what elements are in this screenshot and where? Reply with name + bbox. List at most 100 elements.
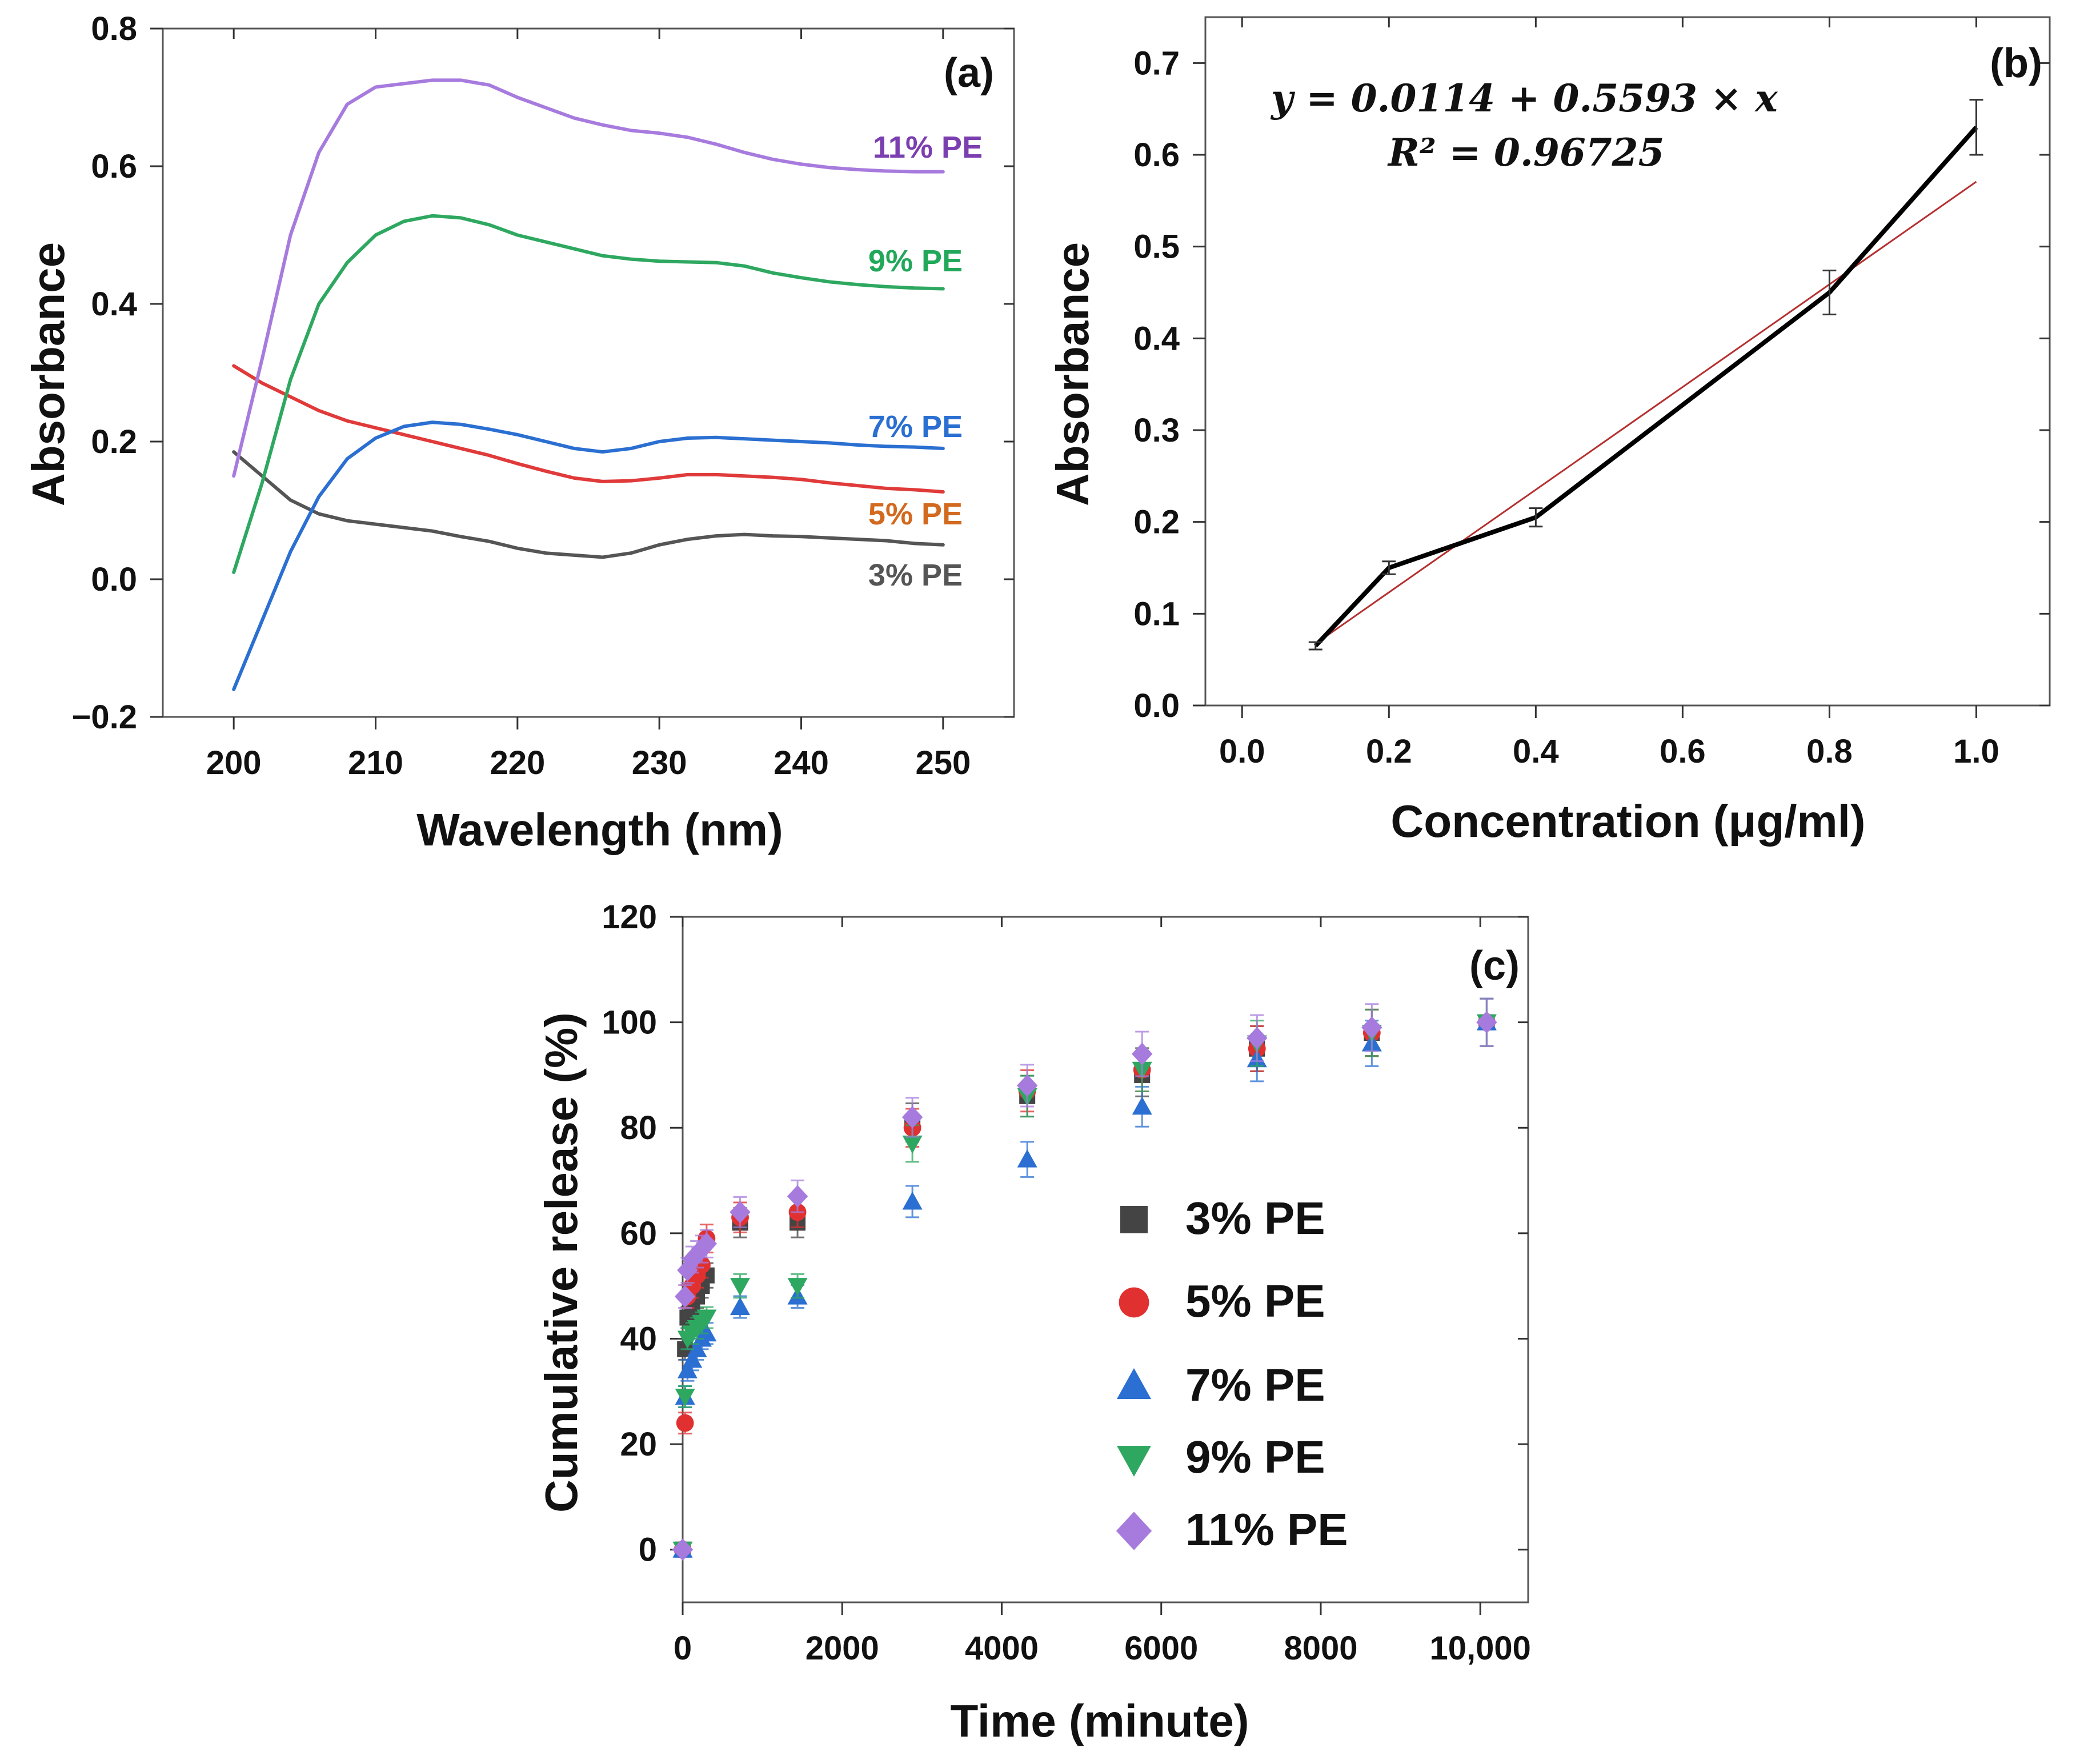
data-point-11pe bbox=[672, 1538, 694, 1561]
curve-label-3pe: 3% PE bbox=[868, 558, 963, 592]
legend-symbol-9pe bbox=[1117, 1446, 1151, 1477]
curve-label-5pe: 5% PE bbox=[868, 497, 963, 531]
chart-0-x-tick-label: 220 bbox=[490, 744, 545, 781]
chart-1-y-tick-label: 0.7 bbox=[1133, 45, 1180, 82]
legend-symbol-5pe bbox=[1119, 1287, 1149, 1318]
legend-marker-9pe bbox=[1117, 1446, 1151, 1477]
data-point-9pe bbox=[787, 1278, 808, 1296]
chart-a-panel-label: (a) bbox=[944, 50, 994, 96]
chart-0-y-tick-label: 0.2 bbox=[91, 423, 137, 460]
legend-item-5pe: 5% PE bbox=[1119, 1276, 1325, 1326]
data-point-11pe bbox=[1247, 1027, 1268, 1049]
chart-b-y-ticks: 0.0 0.1 0.2 0.3 0.4 0.5 0.6 0.7 bbox=[1133, 45, 2050, 724]
chart-a-frame bbox=[162, 27, 1015, 718]
legend-marker-5pe bbox=[1119, 1287, 1149, 1318]
chart-0-y-tick-label: 0.4 bbox=[91, 286, 137, 323]
data-point-7pe bbox=[1017, 1149, 1037, 1168]
chart-c-panel-label: (c) bbox=[1469, 943, 1520, 989]
chart-b-y-axis-title: Absorbance bbox=[1047, 242, 1098, 506]
chart-1-y-tick-label: 0.6 bbox=[1133, 137, 1180, 174]
chart-c-y-ticks: 0 20 40 60 80 100 120 bbox=[602, 899, 1528, 1569]
data-point-11pe bbox=[1476, 1011, 1497, 1034]
data-point-11pe bbox=[730, 1201, 751, 1224]
chart-1-x-tick-label: 0.4 bbox=[1513, 733, 1559, 770]
chart-1-x-tick-label: 0.8 bbox=[1806, 733, 1853, 770]
chart-2-x-tick-label: 10,000 bbox=[1430, 1630, 1531, 1667]
data-point-9pe bbox=[696, 1309, 717, 1328]
legend-label-5pe: 5% PE bbox=[1185, 1276, 1325, 1326]
chart-1-x-tick-label: 0.2 bbox=[1366, 733, 1412, 770]
chart-2-x-tick-label: 8000 bbox=[1284, 1630, 1357, 1667]
chart-b-series bbox=[1308, 99, 1983, 651]
chart-c-series bbox=[672, 997, 1497, 1561]
legend-label-11pe: 11% PE bbox=[1185, 1504, 1348, 1555]
chart-a-absorbance-spectra: 200 210 220 230 240 250 −0.2 0.0 0.2 0.4 0.6 0.8 (… bbox=[23, 10, 1015, 855]
chart-1-y-tick-label: 0.2 bbox=[1133, 504, 1180, 541]
legend-label-3pe: 3% PE bbox=[1185, 1193, 1325, 1244]
data-point-5pe bbox=[676, 1414, 694, 1432]
legend-label-9pe: 9% PE bbox=[1185, 1432, 1325, 1482]
data-point-11pe bbox=[696, 1232, 718, 1255]
chart-c-y-axis-title: Cumulative release (%) bbox=[536, 1012, 587, 1513]
chart-1-y-tick-label: 0.1 bbox=[1133, 595, 1180, 632]
chart-b-x-ticks: 0.0 0.2 0.4 0.6 0.8 1.0 bbox=[1219, 17, 1999, 770]
chart-2-y-tick-label: 80 bbox=[620, 1109, 657, 1146]
chart-0-x-tick-label: 250 bbox=[915, 744, 971, 781]
error-bar bbox=[1529, 507, 1543, 528]
chart-2-y-tick-label: 0 bbox=[639, 1532, 657, 1569]
series-11pe bbox=[672, 997, 1497, 1561]
legend-item-3pe: 3% PE bbox=[1120, 1193, 1325, 1244]
data-point-11pe bbox=[901, 1106, 923, 1129]
chart-0-y-tick-label: 0.6 bbox=[91, 148, 137, 185]
chart-b-panel-label: (b) bbox=[1990, 41, 2042, 86]
legend-marker-11pe bbox=[1116, 1512, 1152, 1550]
chart-a-series bbox=[232, 78, 945, 691]
data-point-7pe bbox=[1132, 1096, 1152, 1115]
chart-c-legend: 3% PE 5% PE 7% PE 9% PE 11% PE bbox=[1116, 1193, 1348, 1555]
error-bar bbox=[1969, 99, 1983, 156]
data-point-9pe bbox=[902, 1135, 923, 1154]
chart-0-x-tick-label: 230 bbox=[632, 744, 687, 781]
chart-2-y-tick-label: 40 bbox=[620, 1320, 657, 1357]
series-line-3pe bbox=[232, 450, 945, 559]
data-point-11pe bbox=[787, 1185, 808, 1208]
data-point-7pe bbox=[902, 1191, 923, 1210]
series-line-11pe bbox=[232, 78, 945, 478]
fit-line bbox=[1314, 181, 1977, 645]
chart-a-y-axis-title: Absorbance bbox=[23, 242, 74, 506]
chart-2-x-tick-label: 6000 bbox=[1124, 1630, 1198, 1667]
chart-1-y-tick-label: 0.4 bbox=[1133, 320, 1180, 357]
series-line-9pe bbox=[232, 214, 945, 574]
legend-symbol-7pe bbox=[1117, 1368, 1151, 1399]
chart-1-y-tick-label: 0.5 bbox=[1133, 228, 1180, 266]
legend-symbol-3pe bbox=[1120, 1206, 1148, 1233]
curve-label-11pe: 11% PE bbox=[873, 130, 983, 165]
chart-1-y-tick-label: 0.3 bbox=[1133, 412, 1180, 449]
chart-0-x-tick-label: 240 bbox=[774, 744, 829, 781]
chart-c-cumulative-release: 0 2000 4000 6000 8000 10,000 020406080100120 … bbox=[536, 899, 1531, 1746]
chart-b-x-axis-title: Concentration (μg/ml) bbox=[1390, 796, 1865, 847]
legend-marker-7pe bbox=[1117, 1368, 1151, 1399]
error-bar bbox=[1308, 641, 1322, 651]
chart-1-y-tick-label: 0.0 bbox=[1133, 687, 1180, 724]
chart-a-x-ticks: 200 210 220 230 240 250 bbox=[206, 29, 971, 781]
legend-symbol-11pe bbox=[1116, 1512, 1152, 1550]
error-bar bbox=[1822, 269, 1837, 316]
data-point-11pe bbox=[1132, 1043, 1153, 1065]
chart-0-x-tick-label: 210 bbox=[348, 744, 403, 781]
data-point-11pe bbox=[674, 1285, 696, 1308]
chart-0-y-tick-label: −0.2 bbox=[72, 699, 138, 736]
chart-c-x-ticks: 0 2000 4000 6000 8000 10,000 bbox=[674, 917, 1531, 1667]
series-line-7pe bbox=[232, 420, 945, 691]
error-bar bbox=[1382, 560, 1396, 575]
chart-2-y-tick-label: 120 bbox=[602, 899, 657, 936]
chart-0-y-tick-label: 0.8 bbox=[91, 10, 137, 47]
chart-0-y-tick-label: 0.0 bbox=[91, 561, 137, 598]
data-point-7pe bbox=[682, 1349, 703, 1368]
data-point-7pe bbox=[696, 1323, 717, 1342]
curve-label-9pe: 9% PE bbox=[868, 244, 963, 278]
legend-marker-3pe bbox=[1120, 1206, 1148, 1233]
data-point-7pe bbox=[677, 1360, 698, 1378]
